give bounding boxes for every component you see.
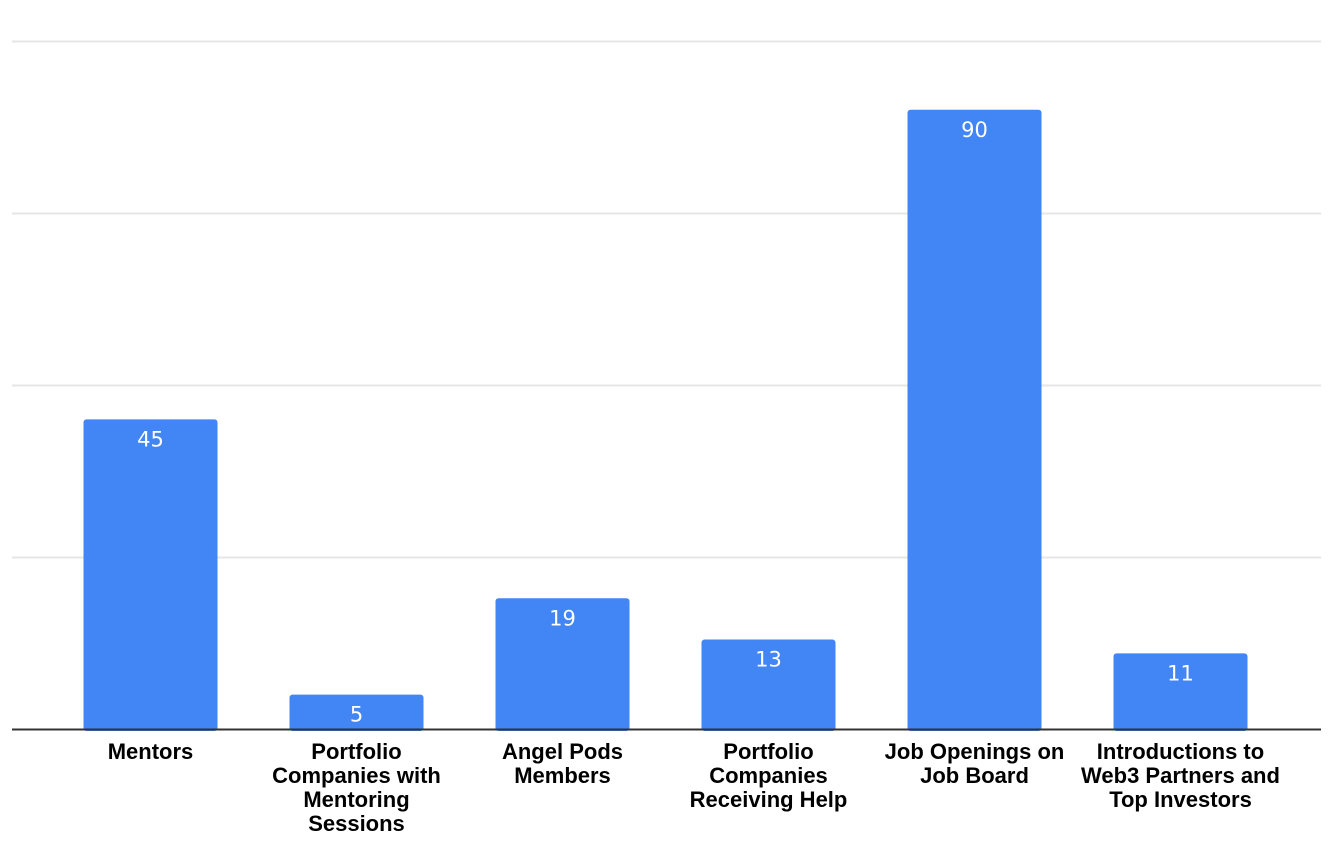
data-label: 19 — [549, 606, 576, 630]
category-label: Portfolio Companies with Mentoring Sessi… — [272, 739, 441, 836]
bar — [907, 109, 1042, 732]
category-label: Mentors — [107, 739, 194, 764]
bar — [1113, 653, 1248, 731]
category-label: Portfolio Companies Receiving Help — [689, 739, 848, 812]
bar — [289, 694, 424, 731]
data-label: 5 — [350, 703, 363, 727]
category-label: Job Openings on Job Board — [884, 739, 1065, 788]
category-label: Angel Pods Members — [501, 739, 623, 788]
bar — [83, 419, 218, 731]
bar — [701, 639, 836, 731]
data-label: 45 — [137, 427, 164, 451]
data-label: 11 — [1167, 661, 1194, 685]
bar — [495, 598, 630, 731]
category-label: Introductions to Web3 Partners and Top I… — [1081, 739, 1280, 812]
data-label: 90 — [961, 118, 988, 142]
data-label: 13 — [755, 648, 782, 672]
